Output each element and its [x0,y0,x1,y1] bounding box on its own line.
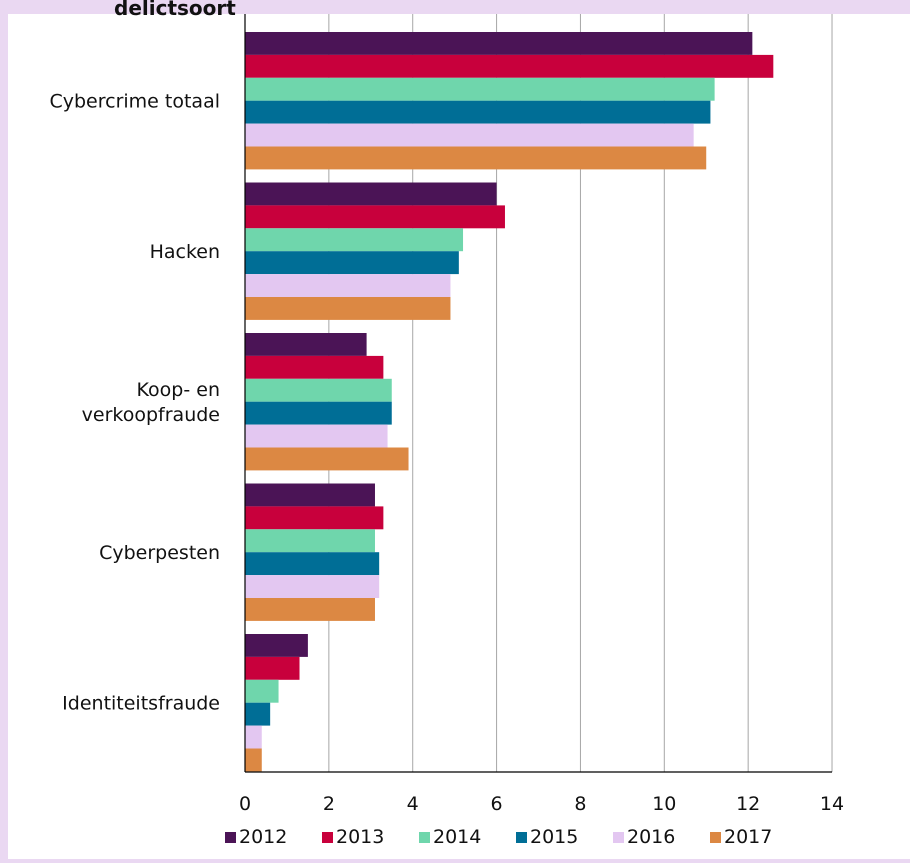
bar-2017-0 [245,146,707,170]
bar-2013-4 [245,656,300,680]
bar-2017-3 [245,598,375,621]
bar-2014-0 [245,77,715,101]
bar-2016-2 [245,424,388,448]
bar-2015-0 [245,100,711,124]
bar-2015-2 [245,401,392,425]
chart-panel: delictsoort Cybercrime totaal Hacken Koop-… [8,0,910,859]
legend-swatch-2014 [419,832,430,843]
bar-2012-4 [245,634,308,657]
legend-label: 2012 [239,826,287,848]
bar-2013-3 [245,506,384,530]
x-tick-label: 2 [323,793,335,815]
bar-2013-1 [245,205,505,229]
bar-2013-2 [245,355,384,379]
legend-swatch-2012 [225,832,236,843]
bar-2012-3 [245,483,375,507]
bar-2013-0 [245,54,774,78]
bar-chart: Cybercrime totaal Hacken Koop- en verkoopfr… [49,14,844,848]
bar-2016-4 [245,725,262,749]
legend-swatch-2016 [613,832,624,843]
bar-2012-2 [245,333,367,356]
bar-2014-4 [245,679,279,703]
x-tick-label: 4 [407,793,419,815]
bar-2014-1 [245,228,464,252]
legend-label: 2016 [627,826,675,848]
bar-2017-4 [245,748,262,772]
bar-2015-1 [245,251,459,275]
bar-2012-0 [245,32,753,55]
legend-swatch-2013 [322,832,333,843]
legend-swatch-2015 [516,832,527,843]
x-tick-label: 10 [652,793,676,815]
x-tick-label: 0 [239,793,251,815]
x-tick-label: 8 [574,793,586,815]
bar-2015-3 [245,552,380,576]
bar-2016-0 [245,123,694,147]
category-label: verkoopfraude [82,404,220,426]
bar-2012-1 [245,182,497,206]
x-tick-label: 12 [736,793,760,815]
x-tick-label: 14 [820,793,844,815]
x-tick-label: 6 [491,793,503,815]
bar-2016-1 [245,274,451,297]
bar-2017-2 [245,447,409,471]
legend-label: 2014 [433,826,481,848]
category-label: Cyberpesten [99,542,220,564]
category-label: Identiteitsfraude [62,693,220,715]
legend-label: 2015 [530,826,578,848]
legend-label: 2017 [724,826,772,848]
bar-2017-1 [245,297,451,320]
bar-2016-3 [245,575,380,598]
legend-swatch-2017 [710,832,721,843]
category-label: Hacken [150,241,220,263]
legend-label: 2013 [336,826,384,848]
category-label: Koop- en [137,379,220,401]
bar-2015-4 [245,702,271,726]
category-label: Cybercrime totaal [49,91,220,113]
bar-2014-2 [245,378,392,402]
bar-2014-3 [245,529,375,553]
chart-title: delictsoort [114,0,236,20]
